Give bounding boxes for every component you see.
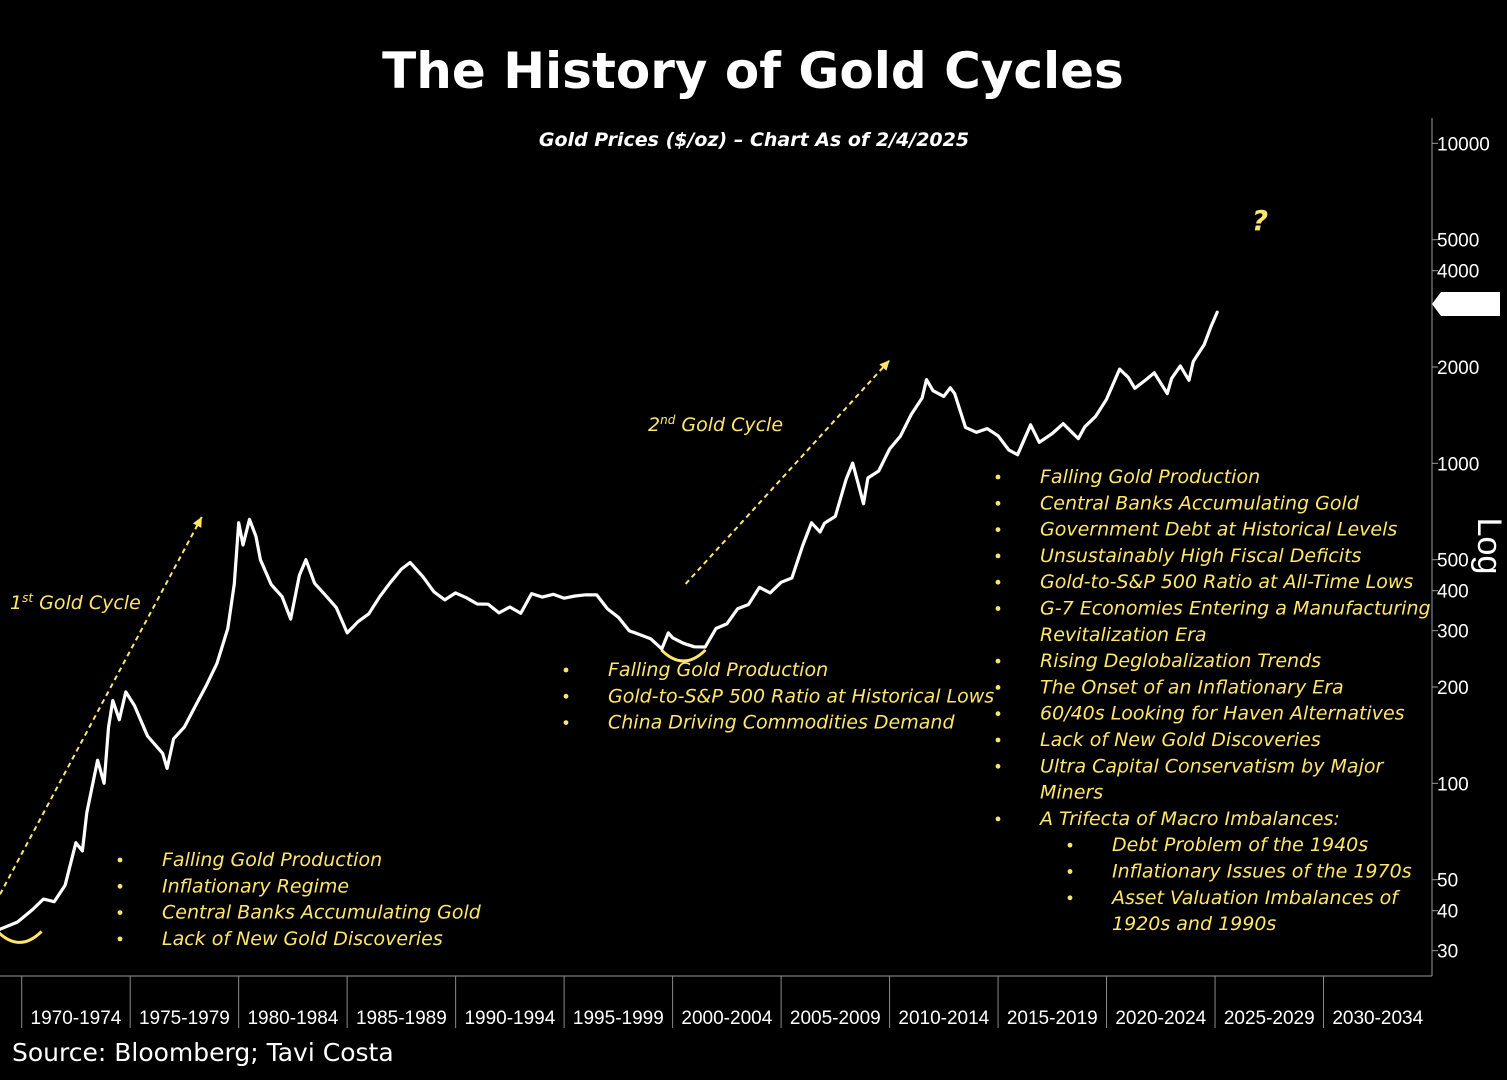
annotation-item: Falling Gold Production	[608, 659, 828, 681]
annotation-item: Revitalization Era	[1040, 624, 1207, 646]
annotation-item: A Trifecta of Macro Imbalances:	[1038, 808, 1340, 830]
annotation-item: Miners	[1040, 782, 1103, 804]
annotation-bullet	[995, 816, 1001, 822]
cycle-arrow-line	[0, 516, 203, 895]
cycle-label: 1st Gold Cycle	[10, 591, 141, 614]
x-category-label: 2030-2034	[1332, 1008, 1423, 1029]
annotation-item: Falling Gold Production	[162, 849, 382, 871]
y-tick-label: 400	[1437, 582, 1469, 603]
gold-price-series-line	[0, 310, 1219, 931]
cycle-bottom-markers	[0, 648, 707, 944]
annotation-bullet	[995, 711, 1001, 717]
annotation-item: Unsustainably High Fiscal Deficits	[1040, 545, 1361, 567]
annotation-bullet	[117, 936, 123, 942]
annotation-item: Lack of New Gold Discoveries	[1040, 729, 1321, 751]
annotation-bullet	[563, 720, 569, 725]
y-tick-label: 300	[1437, 622, 1469, 643]
annotation-bullet	[1067, 895, 1073, 901]
annotation-item: Ultra Capital Conservatism by Major	[1040, 755, 1384, 777]
annotation-bullet	[563, 667, 569, 673]
annotation-bullet	[995, 527, 1001, 532]
annotation-bullet	[117, 883, 123, 889]
y-tick-label: 4000	[1437, 262, 1479, 283]
x-category-label: 1970-1974	[31, 1008, 122, 1029]
annotation-item: Gold-to-S&P 500 Ratio at Historical Lows	[608, 685, 994, 707]
annotation-bullet	[1067, 842, 1073, 848]
annotations: Falling Gold Production Inflationary Regi…	[117, 466, 1431, 950]
annotation-bullet	[995, 606, 1001, 611]
axes: 10000 5000 4000 2000 1000 500 400 300 200 100 50 40…	[0, 118, 1507, 1029]
annotation-bullet	[995, 500, 1001, 506]
source-label: Source: Bloomberg; Tavi Costa	[12, 1038, 394, 1067]
x-category-label: 1995-1999	[573, 1008, 664, 1029]
annotation-bullet	[117, 857, 123, 863]
y-ticks: 10000 5000 4000 2000 1000 500 400 300 200 100 50 40…	[1432, 134, 1490, 963]
annotation-bullet	[995, 553, 1001, 559]
chart-title: The History of Gold Cycles	[382, 42, 1124, 100]
x-category-label: 2005-2009	[790, 1008, 881, 1029]
annotation-item: Falling Gold Production	[1040, 466, 1260, 488]
x-category-label: 2010-2014	[898, 1008, 989, 1029]
annotation-item: Lack of New Gold Discoveries	[162, 928, 443, 950]
cycle-arrow-head	[192, 516, 202, 528]
annotation-item: Inflationary Regime	[162, 875, 349, 897]
y-tick-label: 500	[1437, 551, 1469, 572]
chart-subtitle: Gold Prices ($/oz) – Chart As of 2/4/202…	[539, 129, 969, 151]
y-tick-label: 100	[1437, 774, 1469, 795]
cycle-arrow-line	[684, 359, 891, 585]
y-tick-label: 2000	[1437, 358, 1479, 379]
last-value-badge: 2991	[1432, 292, 1500, 316]
annotation-item: Inflationary Issues of the 1970s	[1112, 861, 1412, 883]
x-category-label: 2020-2024	[1115, 1008, 1206, 1029]
annotation-bullet	[995, 763, 1001, 769]
x-ticks: 1970-1974 1975-1979 1980-1984 1985-1989 1990…	[21, 976, 1424, 1029]
y-tick-label: 50	[1437, 871, 1458, 892]
cycle-arrow-head	[879, 360, 890, 371]
annotation-item: Rising Deglobalization Trends	[1040, 650, 1321, 672]
y-axis-scale-label: Log	[1470, 518, 1507, 575]
annotation-item: G-7 Economies Entering a Manufacturing	[1040, 598, 1431, 620]
annotation-item: Central Banks Accumulating Gold	[162, 902, 482, 924]
x-category-label: 1990-1994	[464, 1008, 555, 1029]
y-tick-label: 200	[1437, 678, 1469, 699]
y-tick-label: 1000	[1437, 454, 1479, 475]
annotation-item: Government Debt at Historical Levels	[1040, 519, 1397, 541]
annotation-bullet	[995, 579, 1001, 585]
y-tick-label: 5000	[1437, 231, 1479, 252]
annotation-bullet	[1067, 869, 1073, 874]
annotation-bullet	[995, 658, 1001, 664]
x-category-label: 2015-2019	[1007, 1008, 1098, 1029]
annotation-bullet	[117, 910, 123, 915]
annotation-item: Gold-to-S&P 500 Ratio at All-Time Lows	[1040, 571, 1413, 593]
annotation-bullet	[563, 693, 569, 699]
x-category-label: 1985-1989	[356, 1008, 447, 1029]
annotation-item: 1920s and 1990s	[1112, 913, 1276, 935]
annotation-bullet	[995, 474, 1001, 480]
y-tick-label: 30	[1437, 942, 1458, 963]
x-category-label: 1980-1984	[247, 1008, 338, 1029]
x-category-label: 2000-2004	[681, 1008, 772, 1029]
annotation-item: The Onset of an Inflationary Era	[1040, 676, 1344, 698]
last-value-label: 2991	[1448, 295, 1488, 315]
annotation-item: Debt Problem of the 1940s	[1112, 834, 1368, 856]
x-category-label: 1975-1979	[139, 1008, 230, 1029]
last-value-badge-shape	[1432, 292, 1500, 316]
annotation-item: China Driving Commodities Demand	[608, 712, 955, 734]
annotation-item: 60/40s Looking for Haven Alternatives	[1040, 703, 1405, 725]
cycle-label: 2nd Gold Cycle	[648, 413, 783, 436]
question-mark: ?	[1252, 204, 1268, 237]
cycle-arrows: 1st Gold Cycle 2nd Gold Cycle	[0, 359, 891, 895]
annotation-item: Central Banks Accumulating Gold	[1040, 492, 1360, 514]
y-tick-label: 40	[1437, 902, 1458, 923]
y-tick-label: 10000	[1437, 134, 1490, 155]
cycle-bottom-marker	[660, 648, 707, 663]
annotation-item: Asset Valuation Imbalances of	[1110, 887, 1401, 909]
annotation-bullet	[995, 737, 1001, 743]
cycle-bottom-marker	[0, 930, 43, 944]
x-category-label: 2025-2029	[1224, 1008, 1315, 1029]
annotation-bullet	[995, 685, 1001, 690]
